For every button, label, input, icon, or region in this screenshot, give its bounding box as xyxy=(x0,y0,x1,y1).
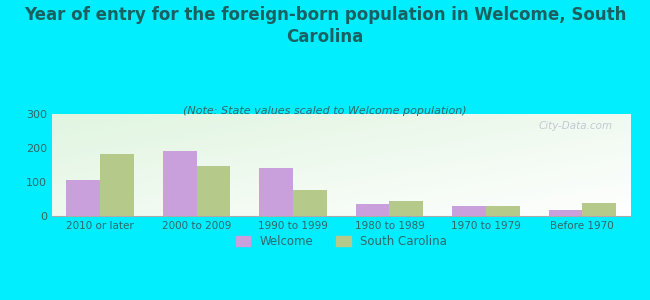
Bar xyxy=(389,201,423,216)
Bar xyxy=(196,166,230,216)
Bar xyxy=(163,151,196,216)
Bar xyxy=(452,206,486,216)
Bar xyxy=(549,210,582,216)
Legend: Welcome, South Carolina: Welcome, South Carolina xyxy=(231,230,452,253)
Bar xyxy=(259,168,293,216)
Bar xyxy=(293,190,327,216)
Bar xyxy=(356,204,389,216)
Bar xyxy=(100,154,134,216)
Bar xyxy=(66,180,100,216)
Text: City-Data.com: City-Data.com xyxy=(539,121,613,131)
Text: Year of entry for the foreign-born population in Welcome, South
Carolina: Year of entry for the foreign-born popul… xyxy=(24,6,626,46)
Bar xyxy=(582,203,616,216)
Text: (Note: State values scaled to Welcome population): (Note: State values scaled to Welcome po… xyxy=(183,106,467,116)
Bar xyxy=(486,206,519,216)
